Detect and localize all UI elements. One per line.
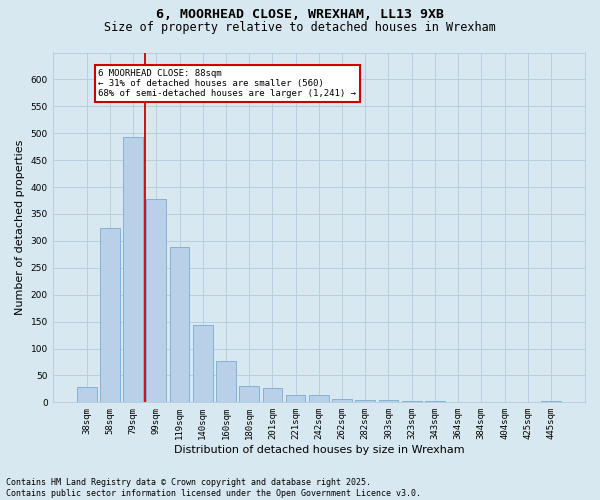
Bar [541,400,561,402]
Y-axis label: Number of detached properties: Number of detached properties [15,140,25,315]
Bar [263,388,282,402]
Text: Size of property relative to detached houses in Wrexham: Size of property relative to detached ho… [104,21,496,34]
Bar [309,395,329,402]
Bar [286,395,305,402]
Bar [216,362,236,403]
Text: 6, MOORHEAD CLOSE, WREXHAM, LL13 9XB: 6, MOORHEAD CLOSE, WREXHAM, LL13 9XB [156,8,444,20]
Text: 6 MOORHEAD CLOSE: 88sqm
← 31% of detached houses are smaller (560)
68% of semi-d: 6 MOORHEAD CLOSE: 88sqm ← 31% of detache… [98,68,356,98]
Bar [100,228,120,402]
Bar [239,386,259,402]
Bar [355,400,375,402]
Bar [77,388,97,402]
Bar [332,399,352,402]
Bar [193,326,212,402]
Text: Contains HM Land Registry data © Crown copyright and database right 2025.
Contai: Contains HM Land Registry data © Crown c… [6,478,421,498]
X-axis label: Distribution of detached houses by size in Wrexham: Distribution of detached houses by size … [173,445,464,455]
Bar [379,400,398,402]
Bar [170,248,190,402]
Bar [146,199,166,402]
Bar [123,137,143,402]
